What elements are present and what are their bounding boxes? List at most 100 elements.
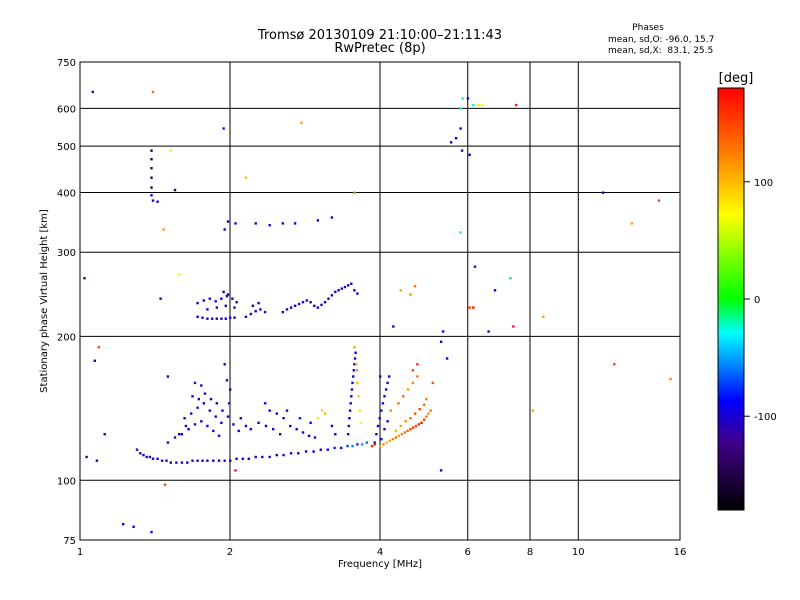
data-point: [386, 381, 389, 385]
data-point: [196, 315, 199, 318]
data-point: [208, 297, 211, 300]
data-point: [221, 409, 224, 412]
data-point: [184, 424, 188, 428]
data-point: [217, 459, 221, 462]
data-point: [169, 149, 172, 152]
data-point: [373, 443, 376, 446]
colorbar-ticks: 100 0 -100: [744, 178, 777, 423]
data-point: [150, 186, 153, 189]
data-point: [135, 448, 139, 451]
data-point: [358, 409, 361, 412]
data-point: [406, 429, 409, 433]
data-point: [414, 424, 418, 428]
data-point: [669, 377, 672, 381]
data-point: [165, 459, 168, 462]
data-point: [542, 315, 545, 318]
data-point: [175, 461, 178, 464]
colorbar-tick-label: 100: [754, 178, 773, 189]
data-point: [156, 200, 159, 203]
data-point: [454, 137, 458, 140]
data-point: [472, 103, 475, 107]
data-point: [244, 315, 248, 318]
data-point: [301, 431, 305, 434]
data-point: [166, 375, 170, 378]
data-point: [420, 421, 423, 424]
data-point: [197, 397, 200, 401]
data-point: [403, 431, 406, 434]
chart-subtitle: RwPretec (8p): [334, 41, 425, 56]
data-point: [388, 375, 391, 378]
data-point: [239, 417, 242, 420]
data-point: [380, 409, 383, 412]
data-point: [217, 434, 221, 437]
plot-frame: [79, 61, 681, 541]
data-point: [416, 375, 419, 378]
data-point: [249, 312, 252, 316]
data-point: [388, 439, 391, 443]
data-point: [279, 433, 282, 436]
data-point: [223, 363, 226, 366]
data-point: [334, 433, 337, 436]
chart-title: Tromsø 20130109 21:10:00–21:11:43: [257, 28, 502, 43]
data-point: [399, 289, 402, 292]
y-tick-label: 500: [57, 142, 76, 153]
grid: [80, 62, 680, 540]
data-point: [391, 438, 394, 441]
data-point: [257, 421, 260, 424]
data-point: [206, 317, 209, 320]
data-point: [353, 363, 356, 366]
data-point: [365, 441, 368, 444]
y-tick-label: 100: [57, 476, 76, 487]
data-point: [343, 285, 347, 289]
data-point: [353, 346, 356, 349]
axis-ticks: 1 2 4 6 8 10 16 75 100 200 300 400 500 600 750: [57, 58, 686, 558]
data-point: [281, 222, 284, 225]
data-point: [191, 459, 194, 462]
data-point: [350, 395, 353, 398]
data-point: [257, 301, 260, 305]
data-point: [254, 222, 257, 225]
data-point: [229, 459, 232, 462]
data-point: [399, 424, 402, 428]
data-point: [289, 306, 293, 309]
data-point: [226, 293, 230, 296]
data-point: [193, 423, 197, 426]
data-point: [224, 304, 227, 307]
data-point: [431, 381, 434, 385]
data-point: [409, 428, 412, 431]
data-point: [381, 402, 385, 405]
data-point: [353, 289, 356, 292]
data-point: [449, 141, 453, 144]
data-point: [173, 188, 177, 192]
data-point: [151, 90, 155, 94]
data-point: [350, 282, 353, 285]
data-point: [222, 290, 225, 294]
data-point: [215, 402, 218, 405]
data-point: [376, 424, 380, 428]
data-point: [214, 300, 217, 303]
data-point: [383, 428, 386, 431]
data-point: [348, 409, 352, 412]
data-point: [223, 459, 226, 462]
data-point: [379, 444, 382, 448]
data-point: [201, 459, 204, 462]
data-point: [356, 443, 359, 446]
data-point: [214, 415, 217, 418]
data-point: [327, 297, 330, 300]
data-point: [145, 455, 148, 459]
data-point: [313, 304, 316, 307]
data-point: [392, 325, 395, 328]
y-tick-label: 300: [57, 248, 76, 259]
data-point: [384, 388, 388, 391]
data-point: [200, 384, 203, 387]
data-point: [429, 409, 432, 412]
data-point: [477, 103, 480, 107]
data-point: [148, 455, 152, 459]
data-point: [150, 194, 153, 197]
data-point: [163, 483, 167, 486]
y-axis-label: Stationary phase Virtual Height [km]: [39, 209, 50, 393]
data-point: [234, 222, 237, 225]
data-point: [235, 301, 238, 304]
data-point: [355, 369, 358, 372]
